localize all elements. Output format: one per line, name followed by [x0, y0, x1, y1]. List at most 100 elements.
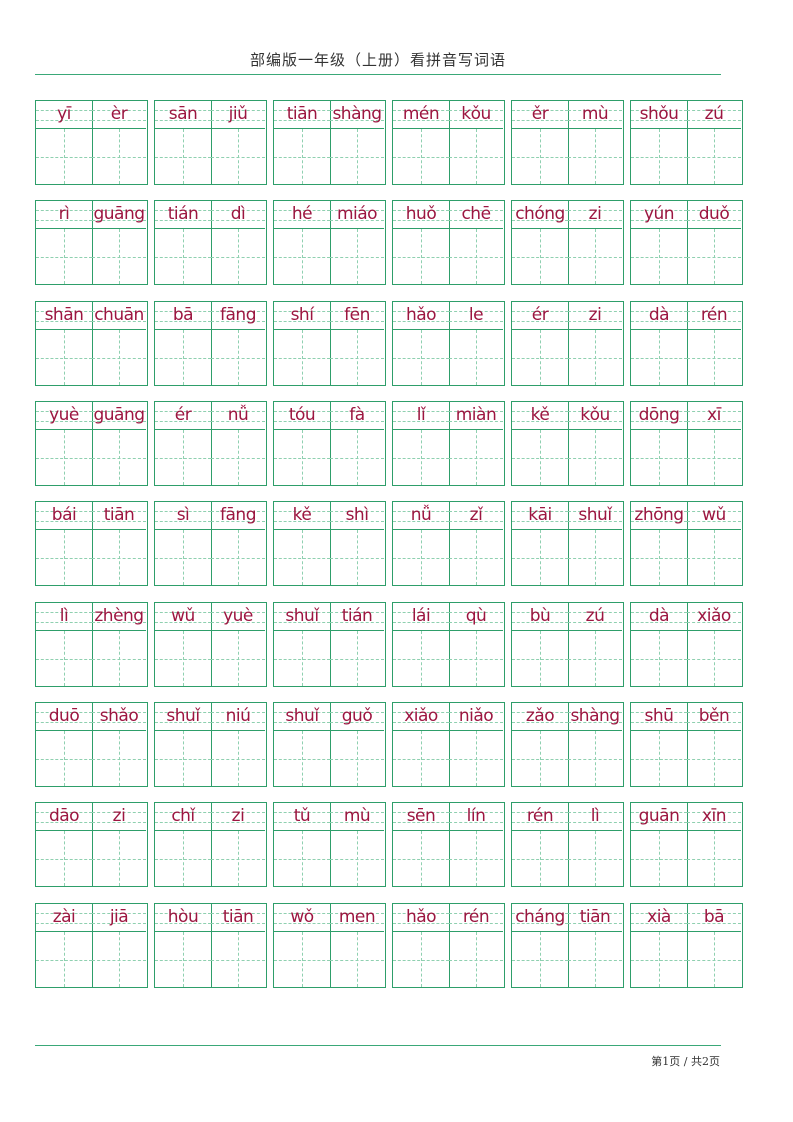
tianzige-writing-box[interactable]	[36, 430, 92, 485]
character-cell[interactable]: lín	[449, 803, 503, 886]
character-cell[interactable]: fà	[330, 402, 384, 485]
character-cell[interactable]: kǒu	[568, 402, 622, 485]
character-cell[interactable]: shí	[274, 302, 331, 385]
tianzige-writing-box[interactable]	[449, 731, 503, 786]
tianzige-writing-box[interactable]	[512, 430, 568, 485]
tianzige-writing-box[interactable]	[631, 330, 687, 385]
character-cell[interactable]: shì	[330, 502, 384, 585]
tianzige-writing-box[interactable]	[155, 129, 211, 184]
tianzige-writing-box[interactable]	[330, 731, 384, 786]
tianzige-writing-box[interactable]	[631, 530, 687, 585]
character-cell[interactable]: tiān	[211, 904, 265, 987]
character-cell[interactable]: miáo	[330, 201, 384, 284]
character-cell[interactable]: shān	[36, 302, 93, 385]
tianzige-writing-box[interactable]	[92, 430, 146, 485]
tianzige-writing-box[interactable]	[687, 430, 741, 485]
character-cell[interactable]: chuān	[92, 302, 146, 385]
character-cell[interactable]: kě	[512, 402, 569, 485]
tianzige-writing-box[interactable]	[211, 631, 265, 686]
character-cell[interactable]: dāo	[36, 803, 93, 886]
tianzige-writing-box[interactable]	[211, 229, 265, 284]
tianzige-writing-box[interactable]	[512, 731, 568, 786]
tianzige-writing-box[interactable]	[568, 932, 622, 987]
character-cell[interactable]: qù	[449, 603, 503, 686]
character-cell[interactable]: bù	[512, 603, 569, 686]
tianzige-writing-box[interactable]	[568, 731, 622, 786]
tianzige-writing-box[interactable]	[393, 831, 449, 886]
character-cell[interactable]: xià	[631, 904, 688, 987]
tianzige-writing-box[interactable]	[36, 129, 92, 184]
tianzige-writing-box[interactable]	[512, 530, 568, 585]
tianzige-writing-box[interactable]	[92, 229, 146, 284]
character-cell[interactable]: nǚ	[211, 402, 265, 485]
tianzige-writing-box[interactable]	[274, 631, 330, 686]
tianzige-writing-box[interactable]	[393, 530, 449, 585]
character-cell[interactable]: men	[330, 904, 384, 987]
tianzige-writing-box[interactable]	[568, 831, 622, 886]
character-cell[interactable]: yuè	[211, 603, 265, 686]
character-cell[interactable]: shuǐ	[155, 703, 212, 786]
character-cell[interactable]: xiǎo	[393, 703, 450, 786]
tianzige-writing-box[interactable]	[449, 631, 503, 686]
tianzige-writing-box[interactable]	[687, 530, 741, 585]
character-cell[interactable]: sì	[155, 502, 212, 585]
character-cell[interactable]: shuǐ	[568, 502, 622, 585]
tianzige-writing-box[interactable]	[36, 731, 92, 786]
character-cell[interactable]: kāi	[512, 502, 569, 585]
character-cell[interactable]: xīn	[687, 803, 741, 886]
character-cell[interactable]: běn	[687, 703, 741, 786]
character-cell[interactable]: xī	[687, 402, 741, 485]
character-cell[interactable]: zi	[568, 302, 622, 385]
tianzige-writing-box[interactable]	[92, 731, 146, 786]
character-cell[interactable]: duō	[36, 703, 93, 786]
tianzige-writing-box[interactable]	[92, 831, 146, 886]
tianzige-writing-box[interactable]	[274, 129, 330, 184]
character-cell[interactable]: wǒ	[274, 904, 331, 987]
character-cell[interactable]: shǎo	[92, 703, 146, 786]
tianzige-writing-box[interactable]	[155, 430, 211, 485]
character-cell[interactable]: tiān	[92, 502, 146, 585]
character-cell[interactable]: sēn	[393, 803, 450, 886]
tianzige-writing-box[interactable]	[155, 530, 211, 585]
character-cell[interactable]: shuǐ	[274, 703, 331, 786]
tianzige-writing-box[interactable]	[155, 831, 211, 886]
character-cell[interactable]: zi	[92, 803, 146, 886]
character-cell[interactable]: niú	[211, 703, 265, 786]
character-cell[interactable]: miàn	[449, 402, 503, 485]
tianzige-writing-box[interactable]	[393, 631, 449, 686]
tianzige-writing-box[interactable]	[36, 330, 92, 385]
character-cell[interactable]: yún	[631, 201, 688, 284]
tianzige-writing-box[interactable]	[155, 330, 211, 385]
tianzige-writing-box[interactable]	[92, 330, 146, 385]
character-cell[interactable]: shàng	[568, 703, 622, 786]
tianzige-writing-box[interactable]	[36, 631, 92, 686]
character-cell[interactable]: rén	[449, 904, 503, 987]
character-cell[interactable]: zǐ	[449, 502, 503, 585]
tianzige-writing-box[interactable]	[330, 129, 384, 184]
character-cell[interactable]: rén	[512, 803, 569, 886]
tianzige-writing-box[interactable]	[393, 330, 449, 385]
tianzige-writing-box[interactable]	[330, 229, 384, 284]
tianzige-writing-box[interactable]	[568, 631, 622, 686]
tianzige-writing-box[interactable]	[512, 330, 568, 385]
tianzige-writing-box[interactable]	[393, 932, 449, 987]
tianzige-writing-box[interactable]	[449, 530, 503, 585]
tianzige-writing-box[interactable]	[274, 932, 330, 987]
tianzige-writing-box[interactable]	[568, 129, 622, 184]
tianzige-writing-box[interactable]	[393, 129, 449, 184]
tianzige-writing-box[interactable]	[568, 330, 622, 385]
tianzige-writing-box[interactable]	[393, 430, 449, 485]
character-cell[interactable]: guāng	[92, 201, 146, 284]
tianzige-writing-box[interactable]	[92, 129, 146, 184]
tianzige-writing-box[interactable]	[211, 530, 265, 585]
character-cell[interactable]: cháng	[512, 904, 569, 987]
tianzige-writing-box[interactable]	[631, 932, 687, 987]
tianzige-writing-box[interactable]	[393, 731, 449, 786]
tianzige-writing-box[interactable]	[449, 330, 503, 385]
tianzige-writing-box[interactable]	[631, 129, 687, 184]
tianzige-writing-box[interactable]	[631, 731, 687, 786]
character-cell[interactable]: guān	[631, 803, 688, 886]
character-cell[interactable]: hǎo	[393, 302, 450, 385]
character-cell[interactable]: lì	[568, 803, 622, 886]
character-cell[interactable]: guǒ	[330, 703, 384, 786]
